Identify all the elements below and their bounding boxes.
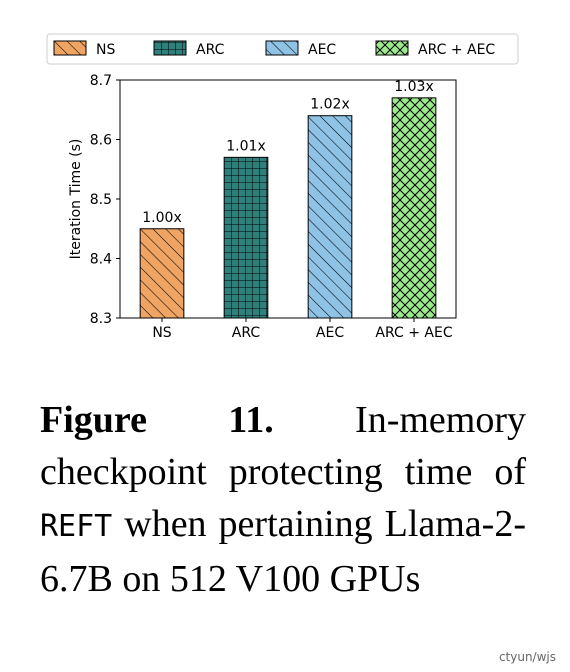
figure-label: Figure 11.	[40, 399, 274, 441]
bar-value-label-ns: 1.00x	[142, 210, 181, 226]
legend-swatch	[153, 40, 187, 56]
caption-text-before: In-memory checkpoint protecting time of	[40, 399, 526, 493]
bar-hatch	[307, 115, 353, 319]
legend-swatch	[53, 40, 87, 56]
legend-swatch	[375, 40, 409, 56]
bar-aec	[307, 115, 353, 319]
bar-hatch	[391, 97, 437, 319]
x-tick-label-arc-aec: ARC + AEC	[375, 325, 452, 341]
legend-item-arc: ARC	[153, 40, 225, 58]
y-tick-label: 8.4	[90, 252, 112, 268]
caption-text-after: when pertaining Llama-2-6.7B on 512 V100…	[40, 503, 526, 600]
legend-swatch	[265, 40, 299, 56]
y-tick-label: 8.5	[90, 192, 112, 208]
legend-label-ns: NS	[96, 42, 115, 58]
legend-item-ns: NS	[53, 40, 115, 58]
figure-caption: Figure 11. In-memory checkpoint protecti…	[40, 394, 526, 605]
bar-arc	[223, 156, 269, 319]
legend-item-aec: AEC	[265, 40, 336, 58]
x-tick-label-aec: AEC	[316, 325, 344, 341]
legend-label-arc: ARC	[196, 42, 225, 58]
legend-label-aec: AEC	[308, 42, 336, 58]
y-tick-label: 8.7	[90, 73, 112, 89]
bar-value-label-aec: 1.02x	[310, 97, 349, 113]
bar-hatch	[223, 156, 269, 319]
y-tick-label: 8.6	[90, 133, 112, 149]
x-tick-label-arc: ARC	[232, 325, 261, 341]
y-tick-label: 8.3	[90, 311, 112, 327]
legend: NS ARC AEC ARC + AEC	[46, 33, 519, 65]
watermark: ctyun/wjs	[498, 650, 556, 664]
bar-arc-aec	[391, 97, 437, 319]
legend-label-arc-aec: ARC + AEC	[418, 42, 495, 58]
x-tick-label-ns: NS	[152, 325, 171, 341]
bar-value-label-arc-aec: 1.03x	[394, 79, 433, 95]
legend-item-arc-aec: ARC + AEC	[375, 40, 495, 58]
bar-value-label-arc: 1.01x	[226, 138, 265, 154]
caption-code: REFT	[40, 509, 113, 544]
bar-hatch	[139, 228, 185, 319]
y-axis-label: Iteration Time (s)	[68, 139, 84, 260]
bar-chart: NS ARC AEC ARC + AEC 8.3 8.4 8.5 8.6 8.7 NS ARC A…	[46, 33, 519, 341]
bar-ns	[139, 228, 185, 319]
